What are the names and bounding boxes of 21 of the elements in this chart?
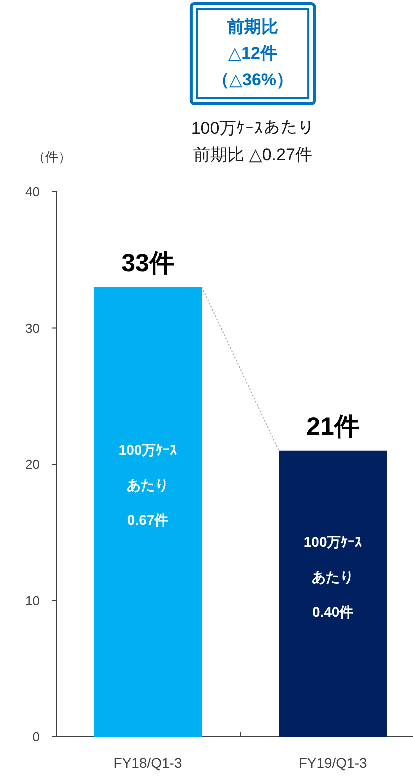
data-label: 33件 — [122, 249, 174, 278]
x-tick-label: FY19/Q1-3 — [298, 755, 368, 771]
annotation: あたり — [127, 477, 170, 494]
annotation: 前期比 — [228, 18, 278, 36]
annotation: 100万ｹｰｽあたり — [191, 119, 315, 138]
data-label: 21件 — [306, 412, 360, 441]
annotation: 0.40件 — [312, 604, 354, 620]
annotation: あたり — [312, 568, 354, 585]
y-tick-label: 10 — [26, 593, 40, 608]
annotation: （△36%） — [212, 70, 294, 90]
y-tick-label: 40 — [26, 184, 40, 200]
x-tick-label: FY18/Q1-3 — [114, 755, 182, 771]
annotation: 前期比 △0.27件 — [194, 146, 312, 164]
y-tick-label: 0 — [32, 730, 40, 744]
annotation: 100万ｹｰｽ — [304, 534, 362, 550]
annotation: 0.67件 — [127, 512, 169, 528]
y-tick-label: 20 — [26, 457, 40, 472]
annotation: △12件 — [228, 44, 278, 63]
annotation: 100万ｹｰｽ — [118, 442, 178, 458]
y-axis-title: （件） — [32, 150, 72, 164]
y-tick-label: 30 — [26, 320, 40, 336]
